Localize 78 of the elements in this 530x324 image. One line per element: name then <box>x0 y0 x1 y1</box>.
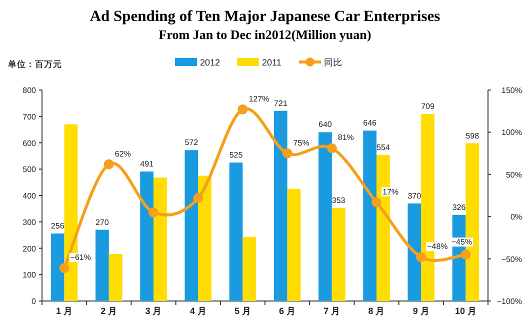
x-tick-label: 2 月 <box>100 306 118 316</box>
x-tick-label: 7 月 <box>324 306 340 316</box>
bar <box>287 188 301 301</box>
legend-label: 2012 <box>200 58 220 68</box>
chart-subtitle: From Jan to Dec in2012(Million yuan) <box>158 27 372 42</box>
x-tick-label: 3 月 <box>145 306 162 316</box>
data-label: −48% <box>427 242 448 252</box>
data-label: −45% <box>451 238 472 247</box>
y-tick-label: 100 <box>22 270 37 280</box>
data-label: 75% <box>293 138 310 148</box>
x-tick-label: 1 月 <box>56 306 73 316</box>
x-tick-label: 6 月 <box>279 306 296 316</box>
data-label: 525 <box>229 150 244 160</box>
data-label: 256 <box>50 221 65 230</box>
bar <box>229 162 243 301</box>
bar <box>198 176 212 301</box>
data-label: 62% <box>114 149 131 158</box>
point <box>193 193 204 204</box>
bar <box>184 150 198 301</box>
y2-tick-label: 100% <box>502 128 522 138</box>
y2-tick-label: 150% <box>502 86 522 95</box>
bar <box>332 208 346 301</box>
point <box>104 159 114 170</box>
data-label: 326 <box>452 203 466 212</box>
data-label: −61% <box>70 253 91 262</box>
y-tick-label: 200 <box>22 244 37 254</box>
y2-tick-label: −50% <box>501 254 522 264</box>
data-label: 353 <box>332 196 346 205</box>
text: 单位：百万元 <box>7 59 62 69</box>
x-tick-label: 8 月 <box>368 306 385 316</box>
data-label: 17% <box>382 187 399 196</box>
point <box>148 207 158 218</box>
y-tick-label: 700 <box>22 112 37 122</box>
data-label: 554 <box>376 142 390 152</box>
y-tick-label: 800 <box>22 86 37 95</box>
y-tick-label: 500 <box>22 165 37 174</box>
point <box>326 143 337 154</box>
chart-title: Ad Spending of Ten Major Japanese Car Enterprises <box>90 8 440 25</box>
y-tick-label: 400 <box>22 192 37 200</box>
data-label: 270 <box>96 218 110 227</box>
y2-tick-label: 50% <box>506 170 522 180</box>
data-label: 640 <box>318 120 332 130</box>
point <box>59 263 70 274</box>
point <box>372 197 382 208</box>
data-label: 370 <box>408 191 422 200</box>
point <box>460 250 471 260</box>
bar <box>318 132 332 301</box>
bar <box>96 230 109 301</box>
y-tick-label: 600 <box>22 138 37 148</box>
data-label: 127% <box>248 94 270 104</box>
point <box>238 104 248 114</box>
bar <box>408 203 422 301</box>
y2-tick-label: 0% <box>510 212 522 222</box>
bar <box>140 172 154 301</box>
bar <box>154 178 167 301</box>
legend-label: 同比 <box>324 58 342 68</box>
point <box>416 252 426 262</box>
x-tick-label: 5 月 <box>234 306 251 316</box>
data-label: 491 <box>140 160 154 168</box>
point <box>282 148 292 158</box>
data-label: 598 <box>466 131 480 140</box>
data-label: 81% <box>338 133 354 142</box>
data-label: 721 <box>274 98 288 108</box>
bar <box>108 254 122 301</box>
bar <box>50 233 64 301</box>
bar <box>242 236 256 301</box>
y2-tick-label: −100% <box>496 297 522 306</box>
x-tick-label: 4 月 <box>190 306 206 316</box>
data-label: 572 <box>184 138 199 148</box>
data-label: 646 <box>363 118 378 128</box>
bar <box>274 110 288 301</box>
x-tick-label: 10 月 <box>454 306 476 316</box>
y-tick-label: 300 <box>22 218 37 227</box>
data-label: 709 <box>421 102 436 111</box>
x-tick-label: 9 月 <box>412 306 430 316</box>
bar <box>363 130 376 301</box>
y-tick-label: 0 <box>32 297 37 306</box>
legend-label: 2011 <box>262 58 282 68</box>
